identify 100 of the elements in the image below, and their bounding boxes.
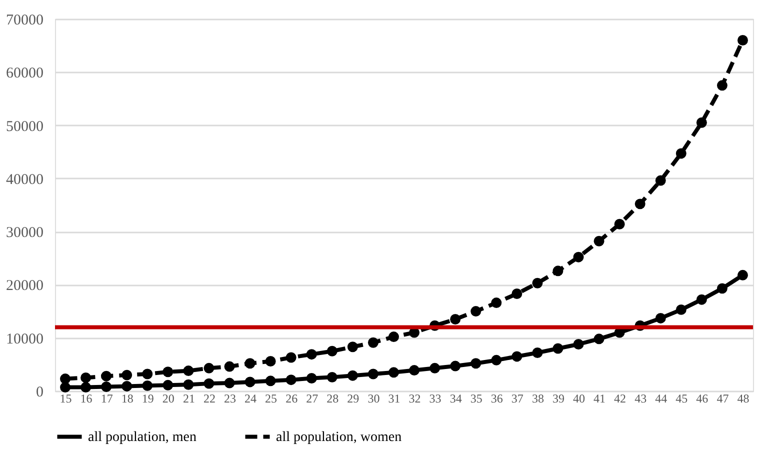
x-tick-label: 25 [265, 392, 278, 406]
x-tick-label: 28 [326, 392, 339, 406]
x-tick-label: 29 [347, 392, 360, 406]
point [430, 362, 440, 374]
x-tick-label: 47 [716, 392, 729, 406]
point [326, 372, 338, 382]
point [224, 378, 235, 388]
x-tick-label: 38 [532, 392, 544, 406]
point [122, 370, 132, 380]
point [737, 270, 748, 280]
x-tick-label: 24 [244, 392, 257, 406]
point [122, 380, 132, 392]
point [696, 294, 707, 305]
point [204, 378, 214, 389]
y-tick-label: 60000 [6, 66, 44, 82]
x-tick-label: 16 [80, 392, 92, 406]
x-tick-label: 48 [737, 392, 750, 406]
point [142, 380, 153, 391]
x-tick-label: 37 [511, 392, 524, 406]
point [244, 376, 256, 388]
x-tick-label: 15 [60, 392, 72, 406]
point [634, 198, 646, 210]
point [286, 352, 296, 363]
x-tick-label: 21 [182, 392, 195, 406]
x-tick-label: 19 [142, 392, 154, 406]
point [368, 368, 378, 380]
point [655, 312, 666, 324]
x-tick-label: 36 [490, 392, 503, 406]
point [183, 379, 194, 390]
x-tick-label: 22 [203, 392, 216, 406]
point [552, 266, 564, 276]
x-tick-label: 34 [450, 392, 462, 406]
x-tick-label: 41 [594, 392, 606, 406]
x-tick-label: 44 [655, 392, 668, 406]
x-tick-label: 23 [224, 392, 236, 406]
x-tick-label: 33 [429, 392, 442, 406]
point [676, 304, 686, 315]
x-tick-label: 43 [634, 392, 647, 406]
y-tick-label: 20000 [6, 278, 44, 294]
y-tick-label: 0 [36, 384, 44, 400]
x-tick-label: 18 [121, 392, 134, 406]
point [552, 343, 564, 354]
x-tick-label: 31 [388, 392, 400, 406]
x-tick-label: 45 [676, 392, 688, 406]
point [101, 382, 112, 392]
point [491, 354, 502, 366]
legend-label: all population, women [276, 430, 402, 445]
point [162, 366, 174, 378]
y-tick-label: 40000 [6, 172, 44, 188]
point [512, 288, 522, 299]
point [409, 365, 420, 376]
point [265, 376, 276, 386]
point [532, 278, 543, 288]
point [388, 367, 399, 378]
point [347, 342, 358, 352]
point [573, 339, 584, 350]
point [450, 314, 461, 324]
point [594, 334, 604, 344]
point [573, 252, 584, 262]
point [306, 349, 317, 360]
point [450, 360, 461, 372]
point [388, 332, 399, 342]
x-tick-label: 32 [408, 392, 421, 406]
y-tick-label: 30000 [6, 225, 44, 242]
x-tick-label: 40 [573, 392, 585, 406]
x-tick-label: 42 [614, 392, 626, 406]
point [347, 370, 358, 381]
point [368, 337, 378, 348]
point [306, 373, 317, 384]
point [142, 368, 153, 380]
point [696, 117, 707, 128]
point [594, 236, 604, 246]
y-tick-label: 10000 [6, 331, 44, 348]
point [655, 175, 666, 186]
x-tick-label: 39 [552, 392, 564, 406]
point [244, 358, 256, 369]
point [101, 370, 112, 382]
point [183, 366, 194, 376]
point [204, 362, 214, 374]
legend-label: all population, men [88, 430, 196, 445]
point [80, 372, 92, 383]
point [80, 382, 92, 393]
x-tick-label: 26 [286, 392, 298, 406]
y-tick-label: 70000 [6, 12, 44, 28]
x-tick-label: 27 [306, 392, 318, 406]
x-tick-label: 30 [368, 392, 380, 406]
point [326, 346, 338, 356]
point [224, 361, 235, 372]
y-tick-label: 50000 [6, 118, 44, 135]
point [470, 358, 482, 369]
point [265, 356, 276, 366]
point [286, 374, 296, 386]
point [162, 380, 174, 390]
point [716, 283, 728, 294]
point [676, 148, 686, 159]
point [614, 218, 625, 230]
point [60, 382, 71, 393]
point [737, 35, 748, 46]
point [716, 80, 728, 91]
point [491, 298, 502, 308]
